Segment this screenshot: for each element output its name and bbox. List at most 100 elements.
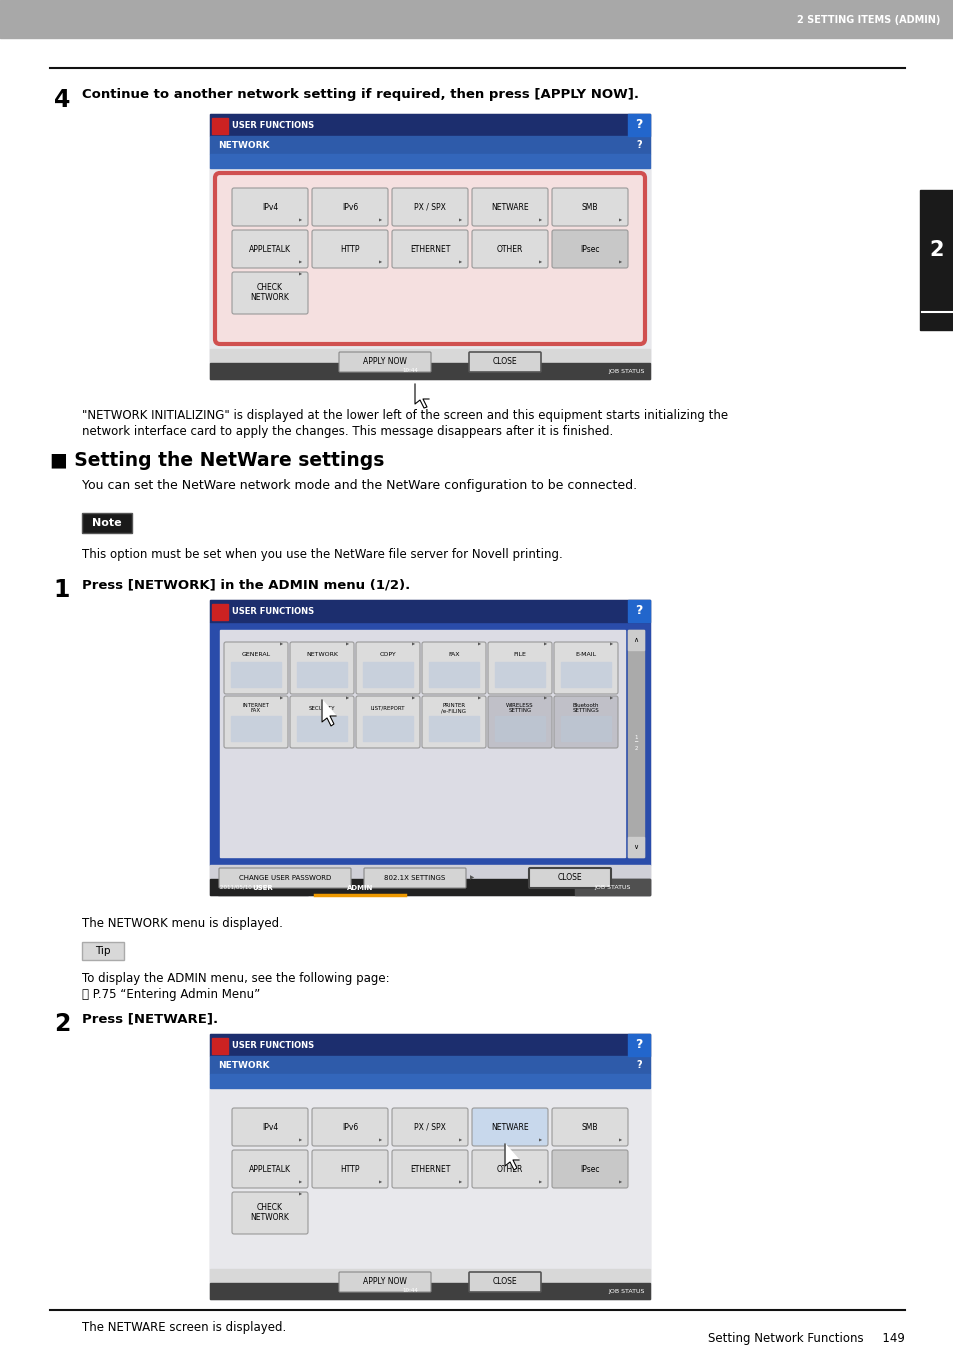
Text: ∧: ∧ bbox=[633, 638, 638, 643]
Text: APPLETALK: APPLETALK bbox=[249, 245, 291, 254]
Text: IPsec: IPsec bbox=[579, 245, 599, 254]
Bar bbox=[627, 838, 643, 857]
Text: 2: 2 bbox=[53, 1012, 71, 1036]
FancyBboxPatch shape bbox=[232, 1108, 308, 1146]
FancyBboxPatch shape bbox=[488, 696, 552, 748]
Bar bbox=[919, 190, 953, 330]
Text: OTHER: OTHER bbox=[497, 1165, 522, 1174]
Text: CLOSE: CLOSE bbox=[492, 1278, 517, 1286]
Bar bbox=[429, 662, 478, 688]
Text: ■ Setting the NetWare settings: ■ Setting the NetWare settings bbox=[50, 451, 384, 470]
FancyBboxPatch shape bbox=[392, 1150, 468, 1188]
Text: NETWARE: NETWARE bbox=[491, 1123, 528, 1132]
FancyBboxPatch shape bbox=[392, 230, 468, 267]
Bar bbox=[560, 662, 610, 688]
Bar bbox=[210, 600, 649, 894]
Text: HTTP: HTTP bbox=[340, 245, 359, 254]
FancyBboxPatch shape bbox=[82, 513, 132, 534]
Text: ETHERNET: ETHERNET bbox=[410, 1165, 450, 1174]
FancyBboxPatch shape bbox=[488, 642, 552, 694]
Text: CHECK: CHECK bbox=[256, 1202, 283, 1212]
Bar bbox=[363, 716, 413, 740]
Text: USER FUNCTIONS: USER FUNCTIONS bbox=[232, 120, 314, 130]
Text: PX / SPX: PX / SPX bbox=[414, 203, 445, 212]
Text: ▶: ▶ bbox=[543, 696, 546, 700]
Text: ?: ? bbox=[635, 604, 642, 617]
Text: 10:44: 10:44 bbox=[401, 369, 417, 373]
Bar bbox=[560, 716, 610, 740]
Text: ▶: ▶ bbox=[298, 1138, 302, 1142]
Text: USER: USER bbox=[253, 885, 274, 892]
Polygon shape bbox=[322, 700, 335, 725]
Bar bbox=[210, 1034, 649, 1300]
FancyBboxPatch shape bbox=[338, 353, 431, 372]
Text: 2: 2 bbox=[929, 240, 943, 259]
Text: SMB: SMB bbox=[581, 203, 598, 212]
Bar bbox=[296, 662, 347, 688]
Text: ▶: ▶ bbox=[458, 259, 461, 263]
FancyBboxPatch shape bbox=[421, 642, 485, 694]
FancyBboxPatch shape bbox=[472, 188, 547, 226]
FancyBboxPatch shape bbox=[469, 353, 540, 372]
FancyBboxPatch shape bbox=[312, 1150, 388, 1188]
Bar bbox=[627, 630, 643, 650]
Text: ▶: ▶ bbox=[538, 1179, 541, 1183]
Text: Tip: Tip bbox=[95, 946, 111, 957]
Text: ▶: ▶ bbox=[538, 259, 541, 263]
Text: 1
─
2: 1 ─ 2 bbox=[634, 735, 638, 751]
Text: GENERAL: GENERAL bbox=[241, 651, 271, 657]
Text: IPv6: IPv6 bbox=[341, 203, 357, 212]
Text: APPLY NOW: APPLY NOW bbox=[363, 1278, 407, 1286]
Bar bbox=[429, 716, 478, 740]
FancyBboxPatch shape bbox=[552, 230, 627, 267]
Text: ▶: ▶ bbox=[609, 642, 613, 646]
Text: NETWORK: NETWORK bbox=[251, 1212, 289, 1221]
Text: ▶: ▶ bbox=[298, 272, 302, 276]
Polygon shape bbox=[504, 1144, 518, 1170]
Bar bbox=[210, 1034, 649, 1056]
Text: ▶: ▶ bbox=[477, 696, 480, 700]
Text: This option must be set when you use the NetWare file server for Novell printing: This option must be set when you use the… bbox=[82, 549, 562, 561]
Bar bbox=[212, 1038, 228, 1054]
Bar bbox=[210, 1056, 627, 1074]
Text: NETWARE: NETWARE bbox=[491, 203, 528, 212]
Text: ?: ? bbox=[635, 1039, 642, 1051]
Bar bbox=[210, 621, 649, 865]
Bar bbox=[627, 113, 649, 136]
Bar bbox=[210, 349, 649, 380]
Text: CHANGE USER PASSWORD: CHANGE USER PASSWORD bbox=[238, 875, 331, 881]
Bar bbox=[210, 1269, 649, 1300]
Text: ▶: ▶ bbox=[378, 218, 381, 222]
Bar bbox=[210, 136, 627, 154]
Text: 10:44: 10:44 bbox=[401, 1289, 417, 1293]
Text: ▶: ▶ bbox=[412, 642, 415, 646]
Text: JOB STATUS: JOB STATUS bbox=[608, 369, 644, 373]
FancyBboxPatch shape bbox=[472, 1108, 547, 1146]
FancyBboxPatch shape bbox=[312, 188, 388, 226]
Text: ▶: ▶ bbox=[618, 218, 621, 222]
Text: The NETWARE screen is displayed.: The NETWARE screen is displayed. bbox=[82, 1321, 286, 1333]
FancyBboxPatch shape bbox=[224, 642, 288, 694]
FancyBboxPatch shape bbox=[355, 642, 419, 694]
Bar bbox=[0, 0, 953, 38]
Text: ?: ? bbox=[635, 119, 642, 131]
Bar bbox=[210, 880, 649, 894]
Text: ▶: ▶ bbox=[279, 696, 283, 700]
Bar bbox=[210, 1088, 649, 1269]
Text: 2011/05/10  10:24: 2011/05/10 10:24 bbox=[220, 885, 271, 889]
FancyBboxPatch shape bbox=[469, 1273, 540, 1292]
Text: APPLY NOW: APPLY NOW bbox=[363, 358, 407, 366]
Text: ▶: ▶ bbox=[543, 642, 546, 646]
Text: To display the ADMIN menu, see the following page:: To display the ADMIN menu, see the follo… bbox=[82, 971, 389, 985]
Text: IPv4: IPv4 bbox=[262, 203, 278, 212]
Text: ▶: ▶ bbox=[470, 875, 474, 881]
FancyBboxPatch shape bbox=[554, 642, 618, 694]
Polygon shape bbox=[415, 384, 429, 408]
Bar bbox=[218, 881, 308, 894]
Text: SECURITY: SECURITY bbox=[309, 705, 335, 711]
Text: ADMIN: ADMIN bbox=[347, 885, 373, 892]
FancyBboxPatch shape bbox=[82, 942, 124, 961]
Text: You can set the NetWare network mode and the NetWare configuration to be connect: You can set the NetWare network mode and… bbox=[82, 480, 637, 492]
FancyBboxPatch shape bbox=[232, 1150, 308, 1188]
Bar bbox=[627, 1034, 649, 1056]
